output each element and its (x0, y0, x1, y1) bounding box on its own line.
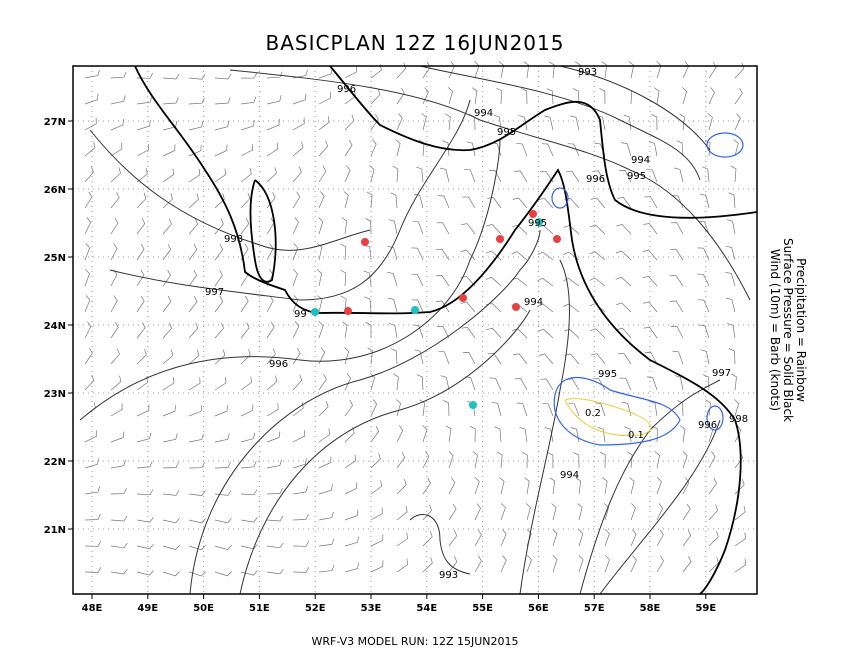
precip-fill (564, 398, 652, 437)
barb-path (84, 61, 747, 577)
y-tick-label: 23N (44, 389, 66, 400)
contour-label: 996 (337, 84, 356, 95)
station-dot (311, 308, 319, 316)
station-dot (361, 238, 369, 246)
coastline (134, 65, 758, 595)
contour-label: 994 (524, 297, 543, 308)
contour-label: 994 (560, 470, 579, 481)
precip-label: 0.1 (628, 430, 644, 441)
x-tick-label: 48E (82, 603, 103, 614)
pressure-contours (79, 65, 751, 595)
map-frame (72, 65, 758, 595)
station-dot (344, 307, 352, 315)
y-tick-label: 22N (44, 457, 66, 468)
station-dot (411, 306, 419, 314)
graticule: 48E 49E 50E 51E 52E 53E 54E 55E 56E 57E 58E 59E 27N 2… (44, 66, 757, 614)
wind-barbs (84, 61, 747, 577)
contour-label: 996 (269, 359, 288, 370)
contour-label: 994 (474, 108, 493, 119)
contour-label: 996 (698, 420, 717, 431)
station-dot (529, 210, 537, 218)
x-tick-label: 49E (137, 603, 158, 614)
x-tick-label: 50E (193, 603, 214, 614)
x-tick-label: 58E (640, 603, 661, 614)
station-dot (553, 235, 561, 243)
contour-label: 996 (586, 174, 605, 185)
precip-label: 0.2 (585, 408, 601, 419)
legend-text: Surface Pressure = Solid Black (781, 238, 795, 422)
x-tick-label: 51E (249, 603, 270, 614)
contour-label: 998 (224, 234, 243, 245)
legend-text: Wind (10m) = Barb (knots) (768, 249, 782, 411)
contour-label: 993 (439, 570, 458, 581)
station-dot (535, 218, 543, 226)
precip-outline (551, 132, 744, 446)
y-tick-label: 24N (44, 321, 66, 332)
contour-label: 997 (712, 368, 731, 379)
stations (311, 210, 561, 409)
x-tick-label: 53E (361, 603, 382, 614)
contour-label: 995 (528, 218, 547, 229)
contour-label: 995 (497, 127, 516, 138)
y-tick-label: 26N (44, 185, 66, 196)
map-title: BASICPLAN 12Z 16JUN2015 (266, 31, 565, 55)
contour-labels: 993 996 994 995 994 995 996 995 998 997 … (205, 67, 748, 581)
contour-label: 99 (294, 309, 307, 320)
station-dot (496, 235, 504, 243)
contour-label: 995 (627, 171, 646, 182)
x-tick-label: 52E (305, 603, 326, 614)
x-tick-label: 54E (416, 603, 437, 614)
station-dot (459, 294, 467, 302)
x-tick-label: 56E (528, 603, 549, 614)
station-dot (469, 401, 477, 409)
contour-label: 993 (578, 67, 597, 78)
contour-label: 995 (598, 369, 617, 380)
x-tick-label: 55E (472, 603, 493, 614)
contour-label: 994 (631, 155, 650, 166)
legend-text: Precipitation = Rainbow (794, 258, 808, 402)
footer: WRF-V3 MODEL RUN: 12Z 15JUN2015 (311, 635, 518, 648)
contour-label: 997 (205, 287, 224, 298)
contour-label: 998 (729, 414, 748, 425)
y-tick-label: 25N (44, 253, 66, 264)
y-tick-label: 27N (44, 117, 66, 128)
y-tick-label: 21N (44, 525, 66, 536)
x-tick-label: 57E (584, 603, 605, 614)
x-tick-label: 59E (695, 603, 716, 614)
station-dot (512, 303, 520, 311)
